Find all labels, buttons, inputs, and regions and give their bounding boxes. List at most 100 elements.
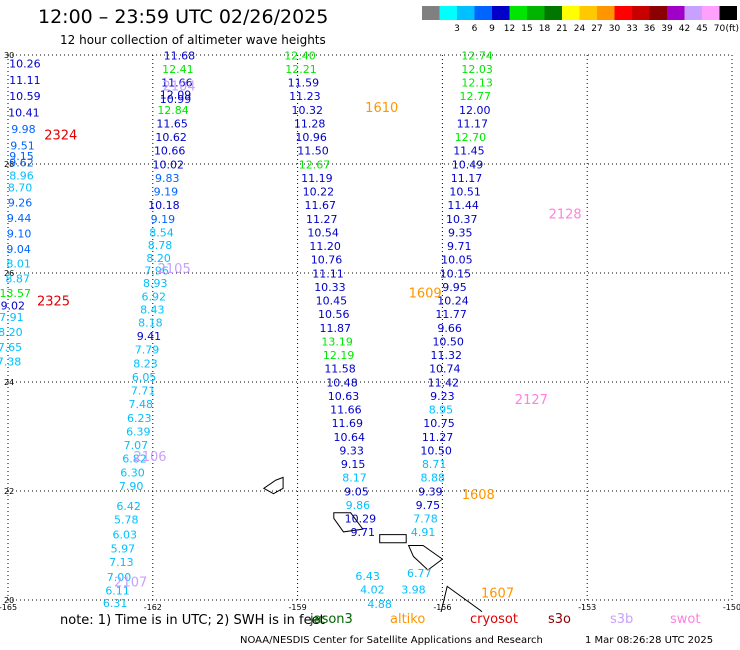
- wave-height-value: 11.45: [453, 145, 485, 158]
- legend-tick-label: 9: [489, 24, 495, 34]
- wave-height-value: 9.71: [447, 240, 472, 253]
- wave-height-value: 10.37: [446, 213, 478, 226]
- pass-label: 1609: [409, 287, 442, 302]
- wave-height-value: 8.54: [149, 226, 174, 239]
- legend-swatch: [597, 6, 615, 20]
- wave-height-value: 9.71: [351, 526, 376, 539]
- wave-height-value: 10.26: [9, 58, 41, 71]
- legend-swatch: [614, 6, 632, 20]
- pass-label: 1610: [365, 101, 398, 116]
- wave-height-value: 9.39: [418, 485, 443, 498]
- wave-height-value: 10.41: [8, 107, 40, 120]
- legend-swatch: [579, 6, 597, 20]
- wave-height-value: 11.58: [324, 363, 356, 376]
- wave-height-map: -165 -162 -159 -156 -153 -15030282624222010.2…: [0, 49, 740, 612]
- footer-note: note: 1) Time is in UTC; 2) SWH is in fe…: [60, 613, 325, 628]
- lat-tick-label: 26: [4, 269, 14, 278]
- wave-height-value: 6.42: [116, 500, 141, 513]
- satellite-swot: swot: [670, 612, 701, 627]
- wave-height-value: 7.38: [0, 356, 21, 369]
- wave-height-value: 4.02: [360, 583, 385, 596]
- lon-tick-label: -150: [723, 603, 740, 612]
- wave-height-value: 6.66: [101, 610, 126, 612]
- satellite-cryosat: cryosot: [470, 612, 518, 627]
- legend-tick-label: 70: [714, 24, 726, 34]
- legend-tick-label: 42: [679, 24, 690, 34]
- legend-tick-label: 15: [521, 24, 532, 34]
- wave-height-value: 10.75: [423, 417, 455, 430]
- page-subtitle: 12 hour collection of altimeter wave hei…: [60, 33, 326, 47]
- pass-label: 2324: [44, 128, 77, 143]
- wave-height-value: 6.39: [126, 425, 151, 438]
- lat-tick-label: 22: [4, 487, 14, 496]
- footer-timestamp: 1 Mar 08:26:28 UTC 2025: [585, 635, 714, 646]
- wave-height-value: 4.88: [367, 598, 392, 611]
- wave-height-value: 10.50: [432, 335, 464, 348]
- pass-label: 2107: [114, 575, 147, 590]
- wave-height-value: 10.62: [155, 131, 187, 144]
- wave-height-value: 9.04: [6, 243, 31, 256]
- wave-height-value: 8.20: [0, 326, 23, 339]
- wave-height-value: 9.98: [11, 123, 36, 136]
- wave-height-value: 11.11: [312, 267, 344, 280]
- wave-height-value: 7.91: [0, 311, 24, 324]
- legend-swatch: [562, 6, 580, 20]
- pass-label: 1608: [462, 488, 495, 503]
- wave-height-value: 9.35: [448, 226, 473, 239]
- wave-height-value: 8.88: [420, 472, 445, 485]
- legend-tick-label: 30: [609, 24, 621, 34]
- wave-height-value: 11.68: [164, 49, 196, 62]
- wave-height-value: 11.50: [297, 145, 329, 158]
- wave-height-value: 8.43: [140, 303, 165, 316]
- wave-height-value: 10.49: [452, 158, 484, 171]
- wave-height-value: 9.41: [137, 330, 162, 343]
- wave-height-value: 10.15: [440, 267, 472, 280]
- color-legend: 3 6 9 12 15 18 21 24 27 30 33 36 39 42 45 70 (ft): [422, 6, 739, 34]
- wave-height-value: 11.19: [301, 172, 333, 185]
- wave-height-value: 11.87: [319, 322, 351, 335]
- wave-height-value: 12.21: [285, 63, 317, 76]
- wave-height-value: 10.63: [328, 390, 360, 403]
- wave-height-value: 10.50: [420, 444, 452, 457]
- satellite-s3a: s3o: [548, 612, 571, 627]
- wave-height-value: 10.51: [449, 186, 481, 199]
- wave-height-value: 10.66: [154, 145, 186, 158]
- wave-height-value: 10.18: [148, 199, 180, 212]
- wave-height-value: 4.91: [411, 526, 436, 539]
- wave-height-value: 10.48: [326, 376, 358, 389]
- legend-swatch: [527, 6, 545, 20]
- wave-height-value: 6.03: [113, 528, 138, 541]
- lon-tick-label: -159: [289, 603, 307, 612]
- wave-height-value: 10.29: [345, 513, 377, 526]
- wave-height-value: 9.10: [7, 228, 32, 241]
- wave-height-value: 11.59: [288, 77, 320, 90]
- wave-height-value: 9.19: [151, 213, 176, 226]
- legend-tick-label: 18: [539, 24, 551, 34]
- wave-height-value: 10.99: [160, 93, 192, 106]
- wave-height-value: 11.69: [332, 417, 364, 430]
- page-title: 12:00 – 23:59 UTC 02/26/2025: [38, 6, 329, 28]
- island-big-island: [440, 585, 483, 612]
- wave-height-value: 10.56: [318, 308, 350, 321]
- wave-height-value: 6.77: [407, 567, 432, 580]
- satellite-altika: altiko: [390, 612, 426, 627]
- pass-label: 2128: [549, 208, 582, 223]
- legend-swatch: [649, 6, 667, 20]
- wave-height-value: 9.83: [155, 172, 180, 185]
- wave-height-value: 6.05: [132, 371, 157, 384]
- wave-height-value: 9.62: [9, 157, 34, 170]
- pass-label: 2105: [158, 262, 191, 277]
- wave-height-value: 7.13: [109, 556, 134, 569]
- legend-tick-label: 24: [574, 24, 586, 34]
- wave-height-value: 11.27: [422, 431, 454, 444]
- wave-height-value: 7.07: [124, 439, 149, 452]
- wave-height-value: 10.22: [303, 186, 335, 199]
- legend-swatch: [684, 6, 702, 20]
- wave-height-value: 13.19: [321, 335, 353, 348]
- wave-height-value: 10.02: [152, 158, 184, 171]
- wave-height-value: 10.64: [333, 431, 365, 444]
- wave-height-value: 11.28: [294, 117, 326, 130]
- wave-height-value: 8.18: [138, 316, 163, 329]
- legend-swatch: [492, 6, 510, 20]
- wave-height-value: 6.30: [120, 466, 145, 479]
